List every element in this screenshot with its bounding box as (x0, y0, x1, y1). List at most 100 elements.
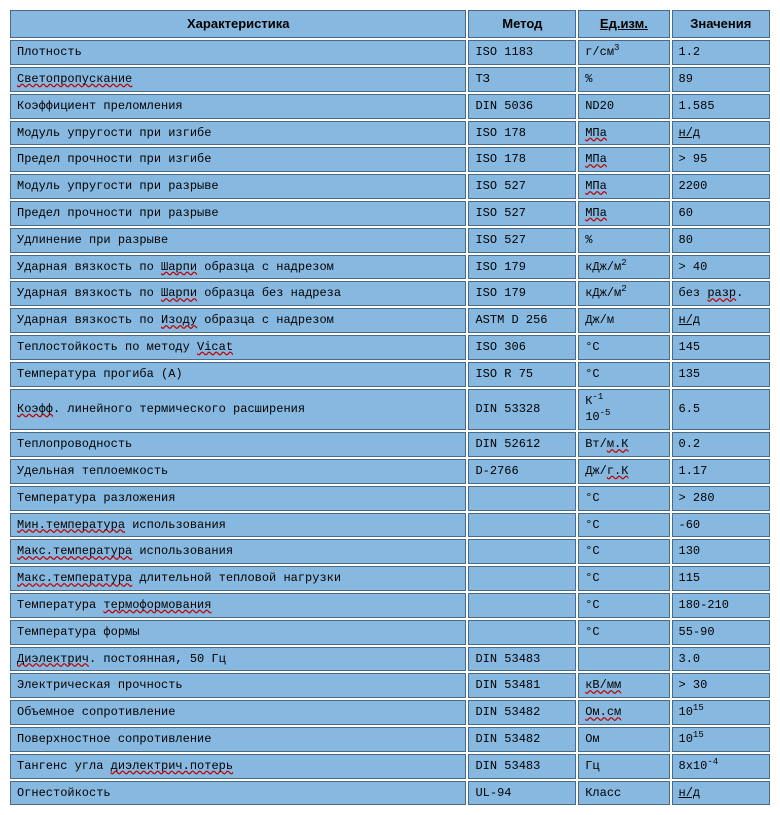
cell-method: DIN 53481 (468, 673, 576, 698)
cell-method (468, 566, 576, 591)
cell-method (468, 513, 576, 538)
cell-unit: г/см3 (578, 40, 669, 65)
header-characteristic: Характеристика (10, 10, 466, 38)
cell-unit: МПа (578, 174, 669, 199)
cell-value: 135 (672, 362, 770, 387)
cell-value: 55-90 (672, 620, 770, 645)
cell-characteristic: Тангенс угла диэлектрич.потерь (10, 754, 466, 779)
cell-unit: °С (578, 539, 669, 564)
cell-value: 60 (672, 201, 770, 226)
cell-value: 115 (672, 566, 770, 591)
cell-characteristic: Коэффициент преломления (10, 94, 466, 119)
cell-characteristic: Макс.температура использования (10, 539, 466, 564)
cell-method: DIN 53482 (468, 727, 576, 752)
cell-value: 80 (672, 228, 770, 253)
header-unit: Ед.изм. (578, 10, 669, 38)
table-row: Коэффициент преломленияDIN 5036ND201.585 (10, 94, 770, 119)
cell-characteristic: Модуль упругости при изгибе (10, 121, 466, 146)
table-row: Тангенс угла диэлектрич.потерьDIN 53483Г… (10, 754, 770, 779)
cell-unit: °С (578, 486, 669, 511)
cell-characteristic: Электрическая прочность (10, 673, 466, 698)
cell-method: ISO 527 (468, 228, 576, 253)
cell-characteristic: Ударная вязкость по Шарпи образца без на… (10, 281, 466, 306)
properties-table: Характеристика Метод Ед.изм. Значения Пл… (8, 8, 772, 807)
cell-unit: кДж/м2 (578, 281, 669, 306)
cell-unit: °С (578, 362, 669, 387)
cell-characteristic: Удельная теплоемкость (10, 459, 466, 484)
cell-value: 89 (672, 67, 770, 92)
table-row: Ударная вязкость по Шарпи образца без на… (10, 281, 770, 306)
table-row: СветопропусканиеТЗ%89 (10, 67, 770, 92)
cell-method: ISO 179 (468, 281, 576, 306)
table-row: Предел прочности при разрывеISO 527МПа60 (10, 201, 770, 226)
cell-unit: МПа (578, 201, 669, 226)
cell-characteristic: Температура термоформования (10, 593, 466, 618)
table-row: Модуль упругости при разрывеISO 527МПа22… (10, 174, 770, 199)
table-row: Температура термоформования°С180-210 (10, 593, 770, 618)
cell-value: > 30 (672, 673, 770, 698)
table-row: Теплостойкость по методу VicatISO 306°С1… (10, 335, 770, 360)
cell-unit: МПа (578, 121, 669, 146)
table-row: ОгнестойкостьUL-94Классн/д (10, 781, 770, 806)
cell-method: ISO 179 (468, 255, 576, 280)
cell-unit: °С (578, 335, 669, 360)
cell-characteristic: Удлинение при разрыве (10, 228, 466, 253)
cell-characteristic: Температура формы (10, 620, 466, 645)
header-value: Значения (672, 10, 770, 38)
cell-method: DIN 5036 (468, 94, 576, 119)
cell-value: -60 (672, 513, 770, 538)
table-row: Мин.температура использования°С-60 (10, 513, 770, 538)
cell-unit: Дж/м (578, 308, 669, 333)
cell-unit: Ом.см (578, 700, 669, 725)
cell-value: > 40 (672, 255, 770, 280)
cell-unit: % (578, 228, 669, 253)
table-row: Температура формы °С55-90 (10, 620, 770, 645)
table-row: Температура разложения°С> 280 (10, 486, 770, 511)
cell-characteristic: Мин.температура использования (10, 513, 466, 538)
cell-characteristic: Теплопроводность (10, 432, 466, 457)
cell-value: > 95 (672, 147, 770, 172)
table-row: Ударная вязкость по Шарпи образца с надр… (10, 255, 770, 280)
cell-value: н/д (672, 121, 770, 146)
table-row: Объемное сопротивлениеDIN 53482Ом.см1015 (10, 700, 770, 725)
header-method: Метод (468, 10, 576, 38)
cell-unit: Гц (578, 754, 669, 779)
cell-unit: К-110-5 (578, 389, 669, 431)
cell-unit: Вт/м.К (578, 432, 669, 457)
table-row: Коэфф. линейного термического расширения… (10, 389, 770, 431)
cell-unit: МПа (578, 147, 669, 172)
cell-method: ISO 306 (468, 335, 576, 360)
table-row: ПлотностьISO 1183г/см31.2 (10, 40, 770, 65)
cell-value: 1015 (672, 727, 770, 752)
cell-unit: °С (578, 620, 669, 645)
cell-value: без разр. (672, 281, 770, 306)
cell-value: 3.0 (672, 647, 770, 672)
cell-method: D-2766 (468, 459, 576, 484)
cell-unit (578, 647, 669, 672)
cell-value: 2200 (672, 174, 770, 199)
cell-value: 130 (672, 539, 770, 564)
cell-method: DIN 53483 (468, 647, 576, 672)
cell-value: 1015 (672, 700, 770, 725)
cell-characteristic: Температура прогиба (А) (10, 362, 466, 387)
cell-method: ASTM D 256 (468, 308, 576, 333)
cell-method: ISO 527 (468, 174, 576, 199)
cell-characteristic: Предел прочности при изгибе (10, 147, 466, 172)
cell-value: н/д (672, 308, 770, 333)
cell-characteristic: Поверхностное сопротивление (10, 727, 466, 752)
table-row: Диэлектрич. постоянная, 50 ГцDIN 53483 3.… (10, 647, 770, 672)
cell-value: 6.5 (672, 389, 770, 431)
cell-method: ISO 1183 (468, 40, 576, 65)
cell-unit: Дж/г.К (578, 459, 669, 484)
cell-value: 1.17 (672, 459, 770, 484)
cell-value: 1.2 (672, 40, 770, 65)
cell-unit: Класс (578, 781, 669, 806)
cell-method: ISO 178 (468, 121, 576, 146)
cell-unit: % (578, 67, 669, 92)
table-row: Ударная вязкость по Изоду образца с надр… (10, 308, 770, 333)
cell-unit: °С (578, 566, 669, 591)
cell-characteristic: Ударная вязкость по Шарпи образца с надр… (10, 255, 466, 280)
cell-characteristic: Диэлектрич. постоянная, 50 Гц (10, 647, 466, 672)
cell-characteristic: Огнестойкость (10, 781, 466, 806)
cell-characteristic: Теплостойкость по методу Vicat (10, 335, 466, 360)
